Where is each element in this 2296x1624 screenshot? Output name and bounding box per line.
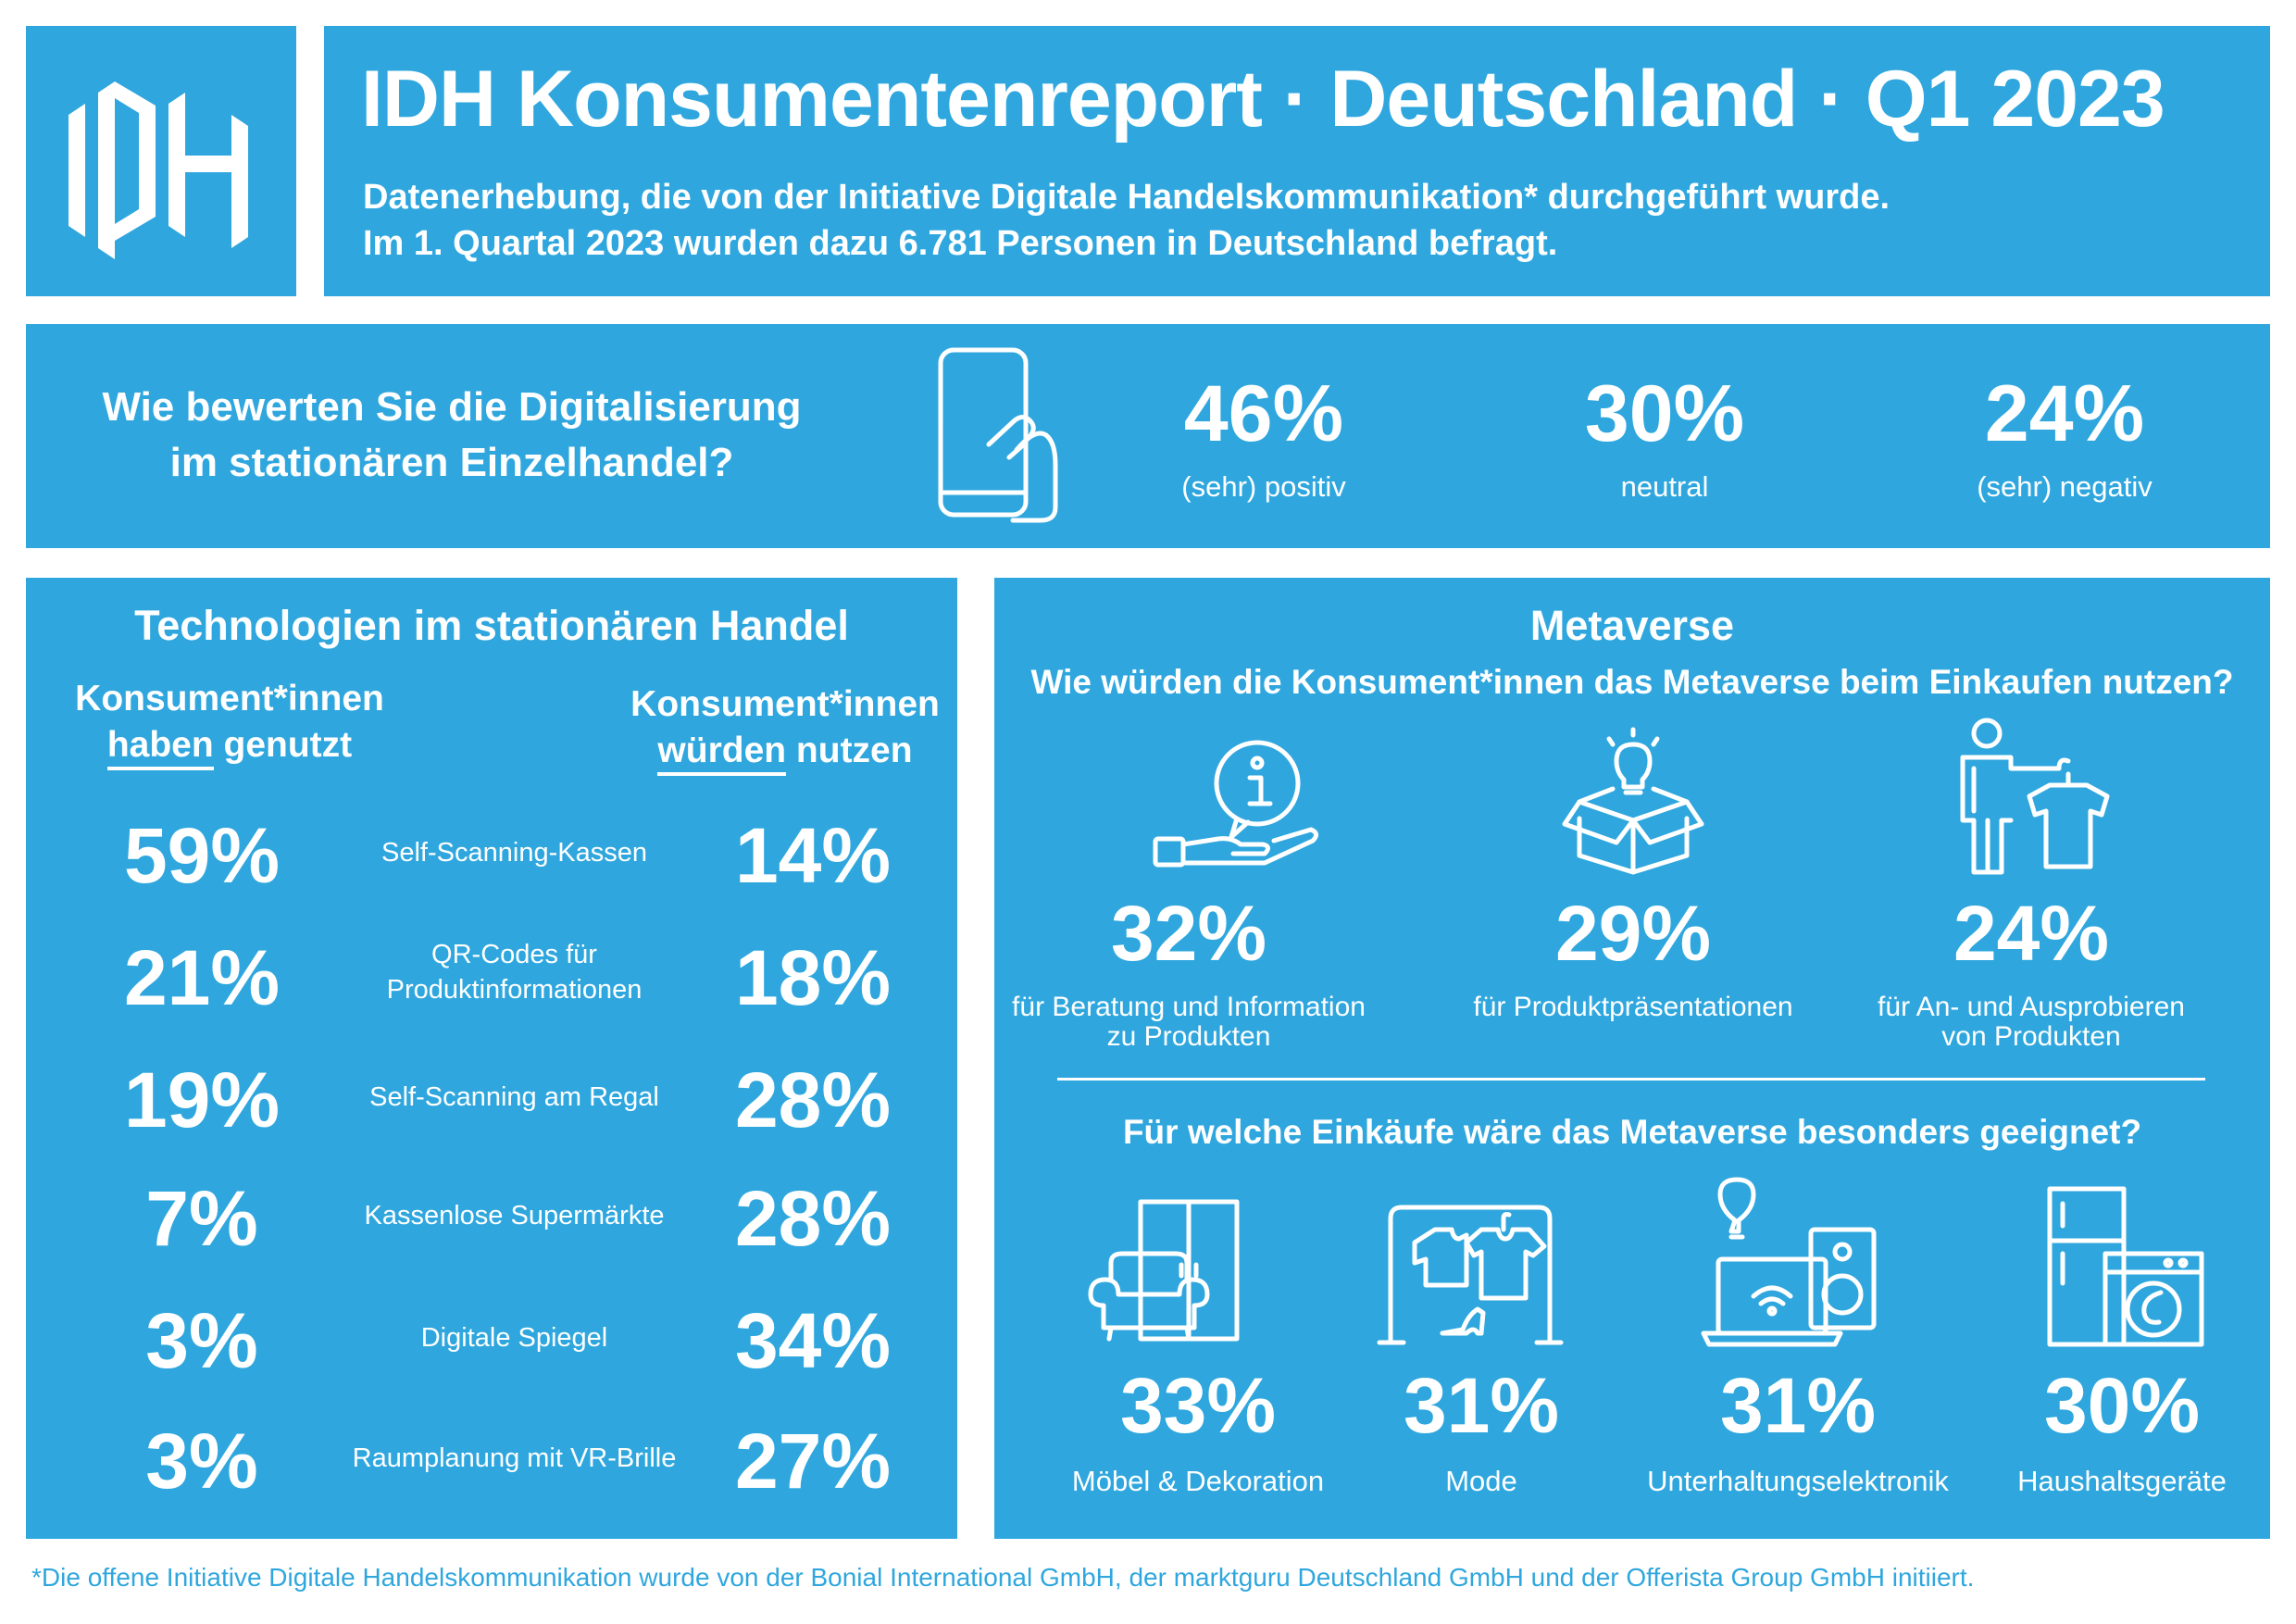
metaverse-use-label: für Beratung und Information zu Produkte…	[994, 993, 1383, 1052]
used-header-rest: genutzt	[213, 725, 353, 765]
tech-used-value: 7%	[145, 1175, 258, 1262]
footnote: *Die offene Initiative Digitale Handelsk…	[31, 1563, 1975, 1592]
tech-label: Self-Scanning am Regal	[304, 1080, 725, 1115]
purchase-value: 33%	[1119, 1362, 1277, 1449]
tech-would-use-value: 34%	[734, 1297, 892, 1384]
tech-would-use-value: 28%	[734, 1056, 892, 1143]
subtitle-line-2: Im 1. Quartal 2023 wurden dazu 6.781 Per…	[363, 224, 1558, 263]
metaverse-use-label-line-2: zu Produkten	[1106, 1021, 1271, 1052]
tech-label-line-1: Self-Scanning am Regal	[369, 1082, 659, 1112]
metaverse-use-label-line-2: von Produkten	[1941, 1021, 2121, 1052]
rating-value-positive: 46%	[1183, 369, 1344, 458]
section-divider	[1057, 1078, 2205, 1081]
tech-used-value: 19%	[123, 1056, 281, 1143]
purchase-value: 31%	[1719, 1362, 1877, 1449]
metaverse-use-label-line-1: für Produktpräsentationen	[1473, 992, 1793, 1022]
furniture-icon	[1088, 1199, 1240, 1342]
tech-used-value: 3%	[145, 1418, 258, 1505]
title-panel: IDH Konsumentenreport · Deutschland · Q1…	[324, 26, 2270, 296]
rating-question-line-2: im stationären Einzelhandel?	[169, 440, 734, 485]
info-hand-icon	[1153, 740, 1318, 868]
purchase-label: Haushaltsgeräte	[2017, 1465, 2227, 1497]
metaverse-use-label-line-1: für Beratung und Information	[1012, 992, 1366, 1022]
metaverse-panel: Metaverse Wie würden die Konsument*innen…	[994, 578, 2270, 1539]
page-subtitle: Datenerhebung, die von der Initiative Di…	[363, 174, 1890, 267]
rating-question-line-1: Wie bewerten Sie die Digitalisierung	[102, 384, 802, 430]
rating-value-negative: 24%	[1984, 369, 2145, 458]
tech-used-value: 3%	[145, 1297, 258, 1384]
tech-used-value: 59%	[123, 812, 281, 899]
used-header-underlined: haben	[106, 725, 214, 770]
technologies-title: Technologien im stationären Handel	[134, 602, 849, 649]
would-use-header-underlined: würden	[657, 731, 787, 776]
purchase-value: 31%	[1403, 1362, 1560, 1449]
metaverse-use-value: 24%	[1953, 890, 2110, 977]
tech-label-line-1: Kassenlose Supermärkte	[364, 1201, 665, 1230]
rating-question: Wie bewerten Sie die Digitalisierung im …	[54, 380, 850, 491]
tech-would-use-value: 28%	[734, 1175, 892, 1262]
would-use-header-rest: nutzen	[786, 731, 913, 770]
tech-label: Raumplanung mit VR-Brille	[304, 1441, 725, 1476]
tech-would-use-value: 14%	[734, 812, 892, 899]
appliances-icon	[2047, 1186, 2204, 1347]
tech-label-line-1: Self-Scanning-Kassen	[381, 838, 647, 868]
rating-value-neutral: 30%	[1584, 369, 1745, 458]
tech-would-use-value: 18%	[734, 934, 892, 1021]
tech-used-value: 21%	[123, 934, 281, 1021]
purchase-value: 30%	[2043, 1362, 2201, 1449]
tech-label: Kassenlose Supermärkte	[304, 1198, 725, 1233]
rating-label-negative: (sehr) negativ	[1977, 470, 2152, 503]
page-title: IDH Konsumentenreport · Deutschland · Q1…	[361, 55, 2165, 144]
would-use-column-header: Konsument*innen würden nutzen	[600, 681, 970, 776]
metaverse-use-label-line-1: für An- und Ausprobieren	[1878, 992, 2185, 1022]
purchase-question: Für welche Einkäufe wäre das Metaverse b…	[1122, 1113, 2142, 1151]
tech-label-line-1: Raumplanung mit VR-Brille	[352, 1443, 677, 1473]
rating-panel: Wie bewerten Sie die Digitalisierung im …	[26, 324, 2270, 548]
would-use-header-line-1: Konsument*innen	[630, 684, 940, 724]
metaverse-use-value: 32%	[1110, 890, 1267, 977]
rating-label-neutral: neutral	[1620, 470, 1709, 503]
electronics-icon	[1701, 1177, 1877, 1347]
used-header-line-2: haben genutzt	[54, 722, 406, 770]
purchase-label: Möbel & Dekoration	[1071, 1465, 1325, 1497]
used-header-line-1: Konsument*innen	[75, 679, 384, 718]
idh-logo	[69, 81, 248, 259]
metaverse-title: Metaverse	[1529, 602, 1735, 649]
tech-label-line-1: Digitale Spiegel	[420, 1323, 608, 1353]
purchase-label: Unterhaltungselektronik	[1647, 1465, 1949, 1497]
tech-label: Digitale Spiegel	[304, 1320, 725, 1355]
tech-label: Self-Scanning-Kassen	[304, 835, 725, 870]
rating-label-positive: (sehr) positiv	[1181, 470, 1346, 503]
metaverse-use-value: 29%	[1554, 890, 1712, 977]
metaverse-question: Wie würden die Konsument*innen das Metav…	[1030, 663, 2234, 701]
person-shirt-icon	[1960, 718, 2110, 875]
tech-label-line-1: QR-Codes für	[431, 940, 597, 969]
metaverse-use-label: für Produktpräsentationen	[1439, 993, 1828, 1022]
clothing-rack-icon	[1377, 1205, 1564, 1345]
tech-would-use-value: 27%	[734, 1418, 892, 1505]
tech-label-line-2: Produktinformationen	[386, 975, 643, 1005]
metaverse-use-label: für An- und Ausprobieren von Produkten	[1837, 993, 2226, 1052]
technologies-panel: Technologien im stationären Handel Konsu…	[26, 578, 957, 1539]
subtitle-line-1: Datenerhebung, die von der Initiative Di…	[363, 178, 1890, 217]
used-column-header: Konsument*innen haben genutzt	[54, 676, 406, 770]
would-use-header-line-2: würden nutzen	[600, 728, 970, 776]
logo-panel	[26, 26, 296, 296]
tech-label: QR-Codes für Produktinformationen	[304, 937, 725, 1007]
idea-box-icon	[1562, 727, 1704, 875]
smartphone-touch-icon	[938, 347, 1058, 523]
purchase-label: Mode	[1445, 1465, 1517, 1497]
